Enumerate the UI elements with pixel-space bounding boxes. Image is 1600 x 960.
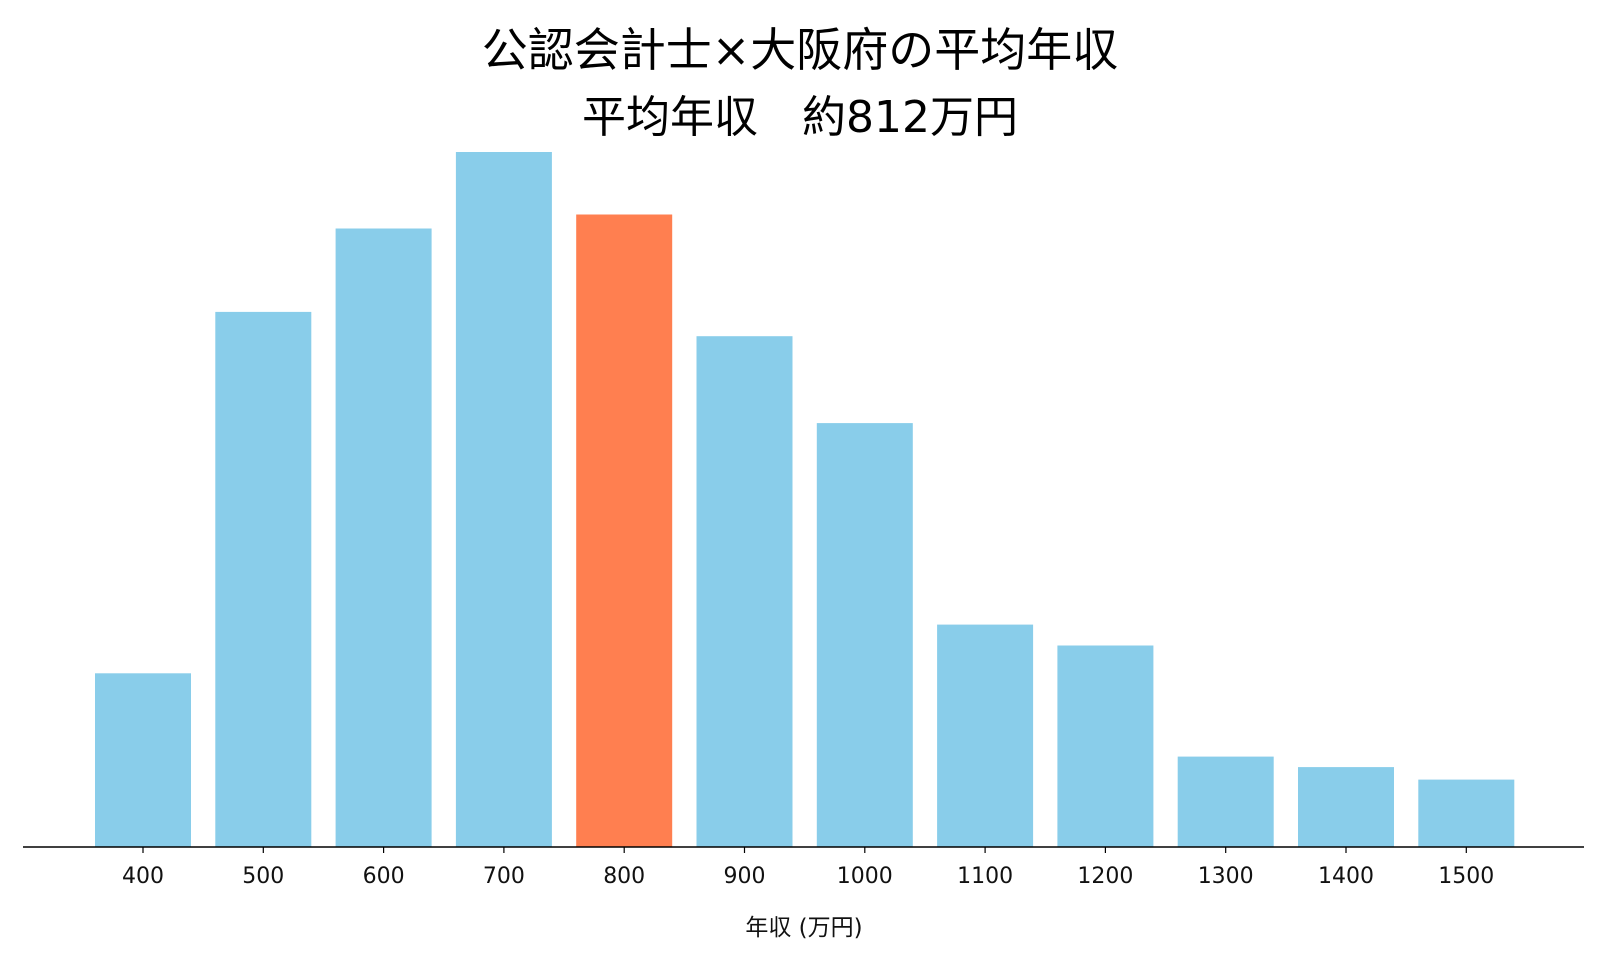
- x-tick-label-1300: 1300: [1198, 864, 1254, 889]
- x-tick-label-800: 800: [603, 864, 645, 889]
- x-tick-label-1200: 1200: [1077, 864, 1133, 889]
- bar-1500: [1418, 779, 1515, 847]
- x-tick-label-1500: 1500: [1438, 864, 1494, 889]
- bar-400: [95, 673, 191, 848]
- x-axis-label: 年収 (万円): [745, 915, 862, 941]
- bar-1300: [1177, 756, 1274, 847]
- x-tick-label-1100: 1100: [957, 864, 1013, 889]
- bar-1000: [816, 423, 913, 847]
- bar-1200: [1057, 645, 1154, 847]
- x-tick-label-700: 700: [483, 864, 525, 889]
- x-ticks-group: 400 500 600 700 800 900 1000 1100 1200 1300 1400 15…: [122, 847, 1494, 889]
- x-tick-label-500: 500: [242, 864, 284, 889]
- chart-title: 公認会計士×大阪府の平均年収: [482, 23, 1119, 77]
- bar-1100: [937, 624, 1034, 847]
- x-tick-label-600: 600: [363, 864, 405, 889]
- x-tick-label-900: 900: [724, 864, 766, 889]
- bar-900: [696, 336, 793, 847]
- x-tick-label-400: 400: [122, 864, 164, 889]
- bar-1400: [1298, 767, 1394, 847]
- bar-700: [455, 152, 552, 847]
- bar-800: [576, 214, 673, 847]
- x-tick-label-1400: 1400: [1318, 864, 1374, 889]
- bars-group: [95, 152, 1515, 848]
- x-tick-label-1000: 1000: [837, 864, 893, 889]
- chart-subtitle: 平均年収 約812万円: [582, 92, 1018, 143]
- bar-600: [335, 228, 432, 847]
- bar-500: [215, 311, 312, 847]
